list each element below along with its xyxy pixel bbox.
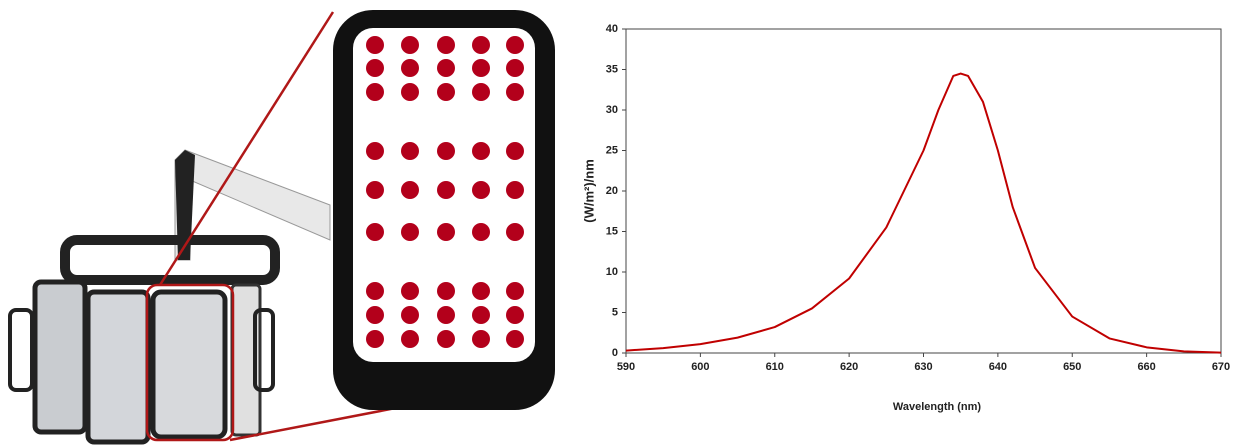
led — [366, 282, 384, 300]
figure: Wavelength (nm) (W/m²)/nm 0 5 10 15 20 25 30 35… — [0, 0, 1242, 447]
x-tick-label: 670 — [1212, 361, 1230, 373]
led — [472, 142, 490, 160]
led — [401, 181, 419, 199]
x-tick-label: 640 — [989, 361, 1007, 373]
led — [401, 36, 419, 54]
led — [472, 282, 490, 300]
led — [506, 223, 524, 241]
y-tick-label: 35 — [606, 63, 618, 75]
device-panel — [88, 292, 148, 442]
led — [366, 83, 384, 101]
led — [401, 142, 419, 160]
led — [472, 223, 490, 241]
led — [506, 83, 524, 101]
led — [506, 36, 524, 54]
led — [437, 306, 455, 324]
led — [401, 282, 419, 300]
led — [472, 83, 490, 101]
y-tick-label: 25 — [606, 144, 618, 156]
led — [506, 306, 524, 324]
x-tick-label: 590 — [617, 361, 635, 373]
led — [401, 306, 419, 324]
x-tick-label: 630 — [914, 361, 932, 373]
led — [437, 330, 455, 348]
led — [506, 181, 524, 199]
led — [366, 306, 384, 324]
led — [437, 59, 455, 77]
led — [366, 142, 384, 160]
led — [472, 36, 490, 54]
x-tick-label: 610 — [766, 361, 784, 373]
led — [506, 282, 524, 300]
led — [401, 83, 419, 101]
led — [401, 59, 419, 77]
led — [437, 83, 455, 101]
series-line — [626, 74, 1221, 353]
device-frame — [65, 240, 275, 280]
y-axis-label: (W/m²)/nm — [581, 159, 596, 223]
led — [366, 223, 384, 241]
x-tick-label: 600 — [691, 361, 709, 373]
y-tick-label: 40 — [606, 23, 618, 35]
x-axis-label: Wavelength (nm) — [893, 401, 982, 413]
y-tick-label: 10 — [606, 266, 618, 278]
led — [437, 142, 455, 160]
y-tick-label: 30 — [606, 104, 618, 116]
device-handle — [10, 310, 32, 390]
led — [472, 330, 490, 348]
led — [437, 181, 455, 199]
plot-frame — [626, 29, 1221, 353]
chart: Wavelength (nm) (W/m²)/nm 0 5 10 15 20 25 30 35… — [581, 23, 1230, 413]
led — [472, 59, 490, 77]
led — [437, 36, 455, 54]
led — [366, 181, 384, 199]
led — [366, 36, 384, 54]
x-tick-label: 660 — [1137, 361, 1155, 373]
y-tick-label: 20 — [606, 185, 618, 197]
device-panel — [153, 292, 225, 437]
led — [366, 59, 384, 77]
x-tick-label: 650 — [1063, 361, 1081, 373]
x-tick-label: 620 — [840, 361, 858, 373]
led — [437, 282, 455, 300]
led — [472, 181, 490, 199]
led — [506, 142, 524, 160]
y-tick-label: 0 — [612, 347, 618, 359]
led — [401, 330, 419, 348]
led — [506, 330, 524, 348]
led — [506, 59, 524, 77]
y-tick-label: 15 — [606, 225, 618, 237]
led — [437, 223, 455, 241]
led — [366, 330, 384, 348]
device-panel — [35, 282, 85, 432]
led — [401, 223, 419, 241]
y-tick-label: 5 — [612, 306, 618, 318]
led — [472, 306, 490, 324]
